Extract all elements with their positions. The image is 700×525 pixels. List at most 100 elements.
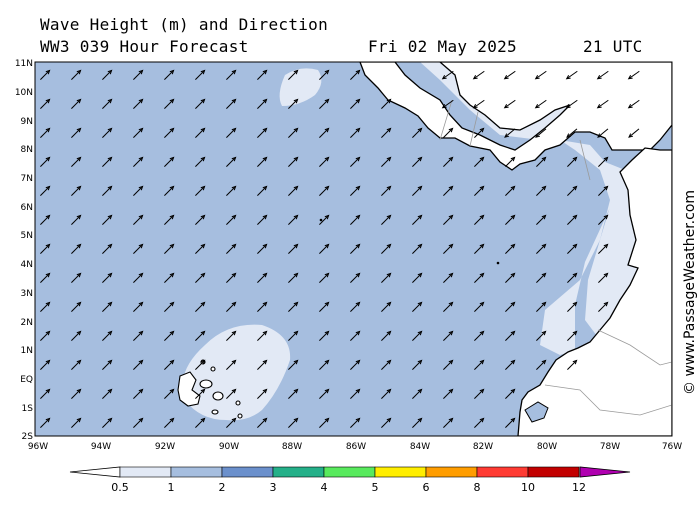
wave-arrow xyxy=(319,244,329,254)
wave-arrow xyxy=(443,331,453,341)
wave-arrow-head xyxy=(565,74,571,80)
colorbar-swatch xyxy=(476,466,529,478)
wave-arrow xyxy=(597,128,609,138)
wave-arrow xyxy=(133,360,143,370)
wave-arrow-head xyxy=(138,185,144,191)
wave-arrow-head xyxy=(200,127,206,133)
wave-arrow-head xyxy=(293,127,299,133)
wave-arrow-head xyxy=(169,185,175,191)
wave-arrow-head xyxy=(324,301,330,307)
wave-arrow xyxy=(133,331,143,341)
wave-arrow xyxy=(412,157,422,167)
wave-arrow-head xyxy=(138,330,144,336)
wave-arrow xyxy=(443,360,453,370)
wave-arrow-head xyxy=(603,156,609,162)
wave-arrow-head xyxy=(627,74,633,80)
wave-arrow xyxy=(164,331,174,341)
wave-arrow-head xyxy=(355,330,361,336)
wave-arrow xyxy=(381,273,391,283)
colorbar-label: 1 xyxy=(168,481,175,494)
wave-arrow-head xyxy=(572,272,578,278)
wave-arrow xyxy=(257,273,267,283)
wave-arrow-head xyxy=(231,185,237,191)
wave-arrow-head xyxy=(441,74,447,80)
wave-arrow xyxy=(288,128,298,138)
wave-arrow xyxy=(505,215,515,225)
wave-arrow-head xyxy=(479,388,485,394)
wave-arrow xyxy=(628,128,640,138)
wave-arrow-head xyxy=(417,185,423,191)
wave-arrow-head xyxy=(45,69,51,75)
wave-arrow-head xyxy=(76,185,82,191)
lon-label: 86W xyxy=(346,442,366,452)
colorbar-label: 5 xyxy=(372,481,379,494)
country-borders xyxy=(439,99,672,416)
wave-arrow xyxy=(288,157,298,167)
wave-arrow xyxy=(567,244,577,254)
wave-arrow-head xyxy=(324,388,330,394)
wave-arrow-head xyxy=(324,243,330,249)
wave-arrow xyxy=(505,302,515,312)
wave-arrow-head xyxy=(262,243,268,249)
wave-arrow-head xyxy=(262,127,268,133)
wave-arrow xyxy=(257,360,267,370)
wave-arrow xyxy=(164,70,174,80)
wave-height-colorbar: 0.5 1 2 3 4 5 6 8 10 12 xyxy=(69,466,631,494)
wave-arrow xyxy=(40,99,50,109)
wave-arrow-head xyxy=(448,301,454,307)
wave-arrow xyxy=(443,244,453,254)
wave-arrow xyxy=(195,331,205,341)
wave-arrow xyxy=(257,331,267,341)
colorbar-label: 4 xyxy=(321,481,328,494)
map-frame xyxy=(34,61,673,437)
wave-arrow-head xyxy=(541,156,547,162)
wave-arrow xyxy=(350,360,360,370)
wave-arrow xyxy=(102,273,112,283)
wave-arrow-head xyxy=(603,272,609,278)
wave-arrow xyxy=(505,331,515,341)
wave-arrow xyxy=(40,389,50,399)
wave-arrow-head xyxy=(138,417,144,423)
wave-arrow xyxy=(381,215,391,225)
wave-arrow xyxy=(536,215,546,225)
wave-arrow xyxy=(536,244,546,254)
wave-arrow-head xyxy=(231,243,237,249)
wave-arrow xyxy=(226,186,236,196)
wave-arrow xyxy=(226,128,236,138)
wave-arrow-head xyxy=(169,301,175,307)
wave-arrow xyxy=(71,157,81,167)
wave-arrow xyxy=(195,360,205,370)
wave-arrow xyxy=(164,99,174,109)
colorbar-label: 2 xyxy=(219,481,226,494)
wave-arrow-head xyxy=(293,69,299,75)
wave-arrow xyxy=(257,128,267,138)
wave-arrow xyxy=(350,215,360,225)
wave-arrow-head xyxy=(417,156,423,162)
wave-arrow xyxy=(164,157,174,167)
wave-arrow-head xyxy=(293,214,299,220)
wave-arrow-head xyxy=(541,185,547,191)
wave-arrow-head xyxy=(324,156,330,162)
wave-arrow-head xyxy=(386,359,392,365)
wave-arrow-head xyxy=(45,127,51,133)
wave-arrow xyxy=(288,389,298,399)
wave-arrow xyxy=(598,215,608,225)
wave-arrow xyxy=(505,157,515,167)
wave-arrow-head xyxy=(200,272,206,278)
wave-arrow-head xyxy=(76,272,82,278)
wave-arrow-head xyxy=(324,127,330,133)
wave-arrow xyxy=(71,302,81,312)
wave-arrow xyxy=(71,215,81,225)
wave-arrow xyxy=(226,331,236,341)
colorbar-label: 0.5 xyxy=(111,481,129,494)
lon-label: 82W xyxy=(473,442,493,452)
lat-label: 7N xyxy=(21,174,33,184)
lat-label: EQ xyxy=(20,375,33,385)
wave-arrow xyxy=(102,70,112,80)
wave-arrow xyxy=(164,215,174,225)
wave-arrow xyxy=(350,331,360,341)
wave-arrow-head xyxy=(200,156,206,162)
wave-arrow xyxy=(195,273,205,283)
latitude-axis: 11N 10N 9N 8N 7N 6N 5N 4N 3N 2N 1N EQ 1S… xyxy=(15,59,33,442)
wave-arrow-head xyxy=(262,417,268,423)
